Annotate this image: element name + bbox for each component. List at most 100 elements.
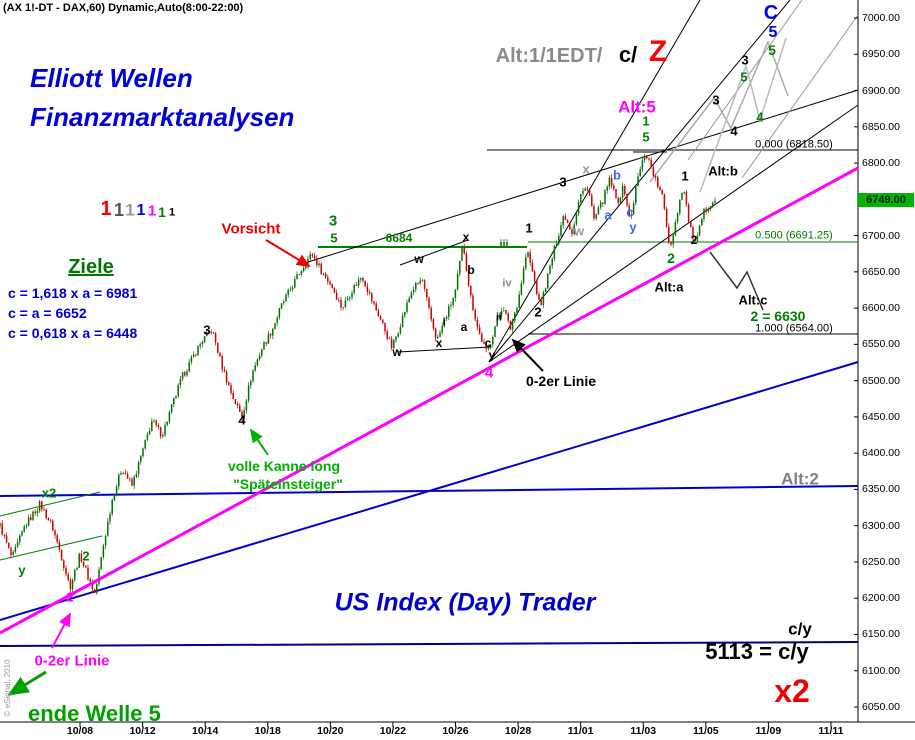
candle-body <box>23 526 25 532</box>
candle-body <box>584 188 586 191</box>
candle-body <box>115 486 118 496</box>
candle-body <box>228 382 230 386</box>
candle-body <box>131 479 133 486</box>
line-green-channel-b <box>0 535 103 561</box>
candle-body <box>217 342 219 353</box>
candle-body <box>558 235 560 244</box>
candle-body <box>14 546 17 552</box>
candle-body <box>395 336 397 341</box>
candle-body <box>643 155 646 160</box>
candle-body <box>617 198 619 204</box>
candle-body <box>291 287 294 290</box>
candle-body <box>210 332 212 334</box>
candle-body <box>102 545 105 558</box>
candle-body <box>333 287 336 293</box>
candle-body <box>685 191 688 205</box>
candle-body <box>498 314 501 318</box>
candle-body <box>285 294 287 302</box>
candle-body <box>701 218 703 226</box>
candle-body <box>311 254 314 256</box>
candle-body <box>687 204 690 222</box>
candle-body <box>487 347 490 349</box>
candle-body <box>580 194 582 202</box>
candle-body <box>280 303 283 309</box>
candle-body <box>536 280 538 295</box>
candle-body <box>16 541 19 547</box>
candle-body <box>419 280 421 284</box>
candle-body <box>560 225 562 236</box>
line-triangle-bottom <box>397 346 491 353</box>
candle-body <box>355 285 358 286</box>
candle-body <box>551 258 553 266</box>
candle-body <box>157 424 160 427</box>
candle-body <box>379 316 382 320</box>
candle-body <box>679 199 681 214</box>
candle-body <box>212 332 215 334</box>
candle-body <box>540 299 542 306</box>
candle-body <box>459 260 461 274</box>
candle-body <box>146 434 149 440</box>
candle-body <box>705 208 707 212</box>
candle-body <box>71 579 74 590</box>
candle-body <box>417 282 419 284</box>
candle-body <box>69 579 72 590</box>
candle-body <box>665 208 668 227</box>
candle-body <box>142 448 144 457</box>
candle-body <box>206 332 208 337</box>
candle-body <box>518 294 520 308</box>
candle-body <box>177 384 179 396</box>
candle-body <box>483 341 485 344</box>
candle-body <box>690 221 692 228</box>
candle-body <box>100 557 102 570</box>
candle-body <box>122 472 124 474</box>
candle-body <box>362 277 364 281</box>
candle-body <box>434 328 437 338</box>
candle-body <box>412 289 415 293</box>
candle-body <box>373 301 375 304</box>
candle-body <box>199 344 201 347</box>
candle-body <box>179 378 182 385</box>
candle-body <box>582 190 584 195</box>
candle-body <box>21 531 23 536</box>
candle-body <box>96 584 98 594</box>
candle-body <box>613 185 615 189</box>
candle-body <box>635 186 637 204</box>
candle-body <box>377 310 380 317</box>
candle-body <box>371 293 373 302</box>
candle-body <box>646 155 648 159</box>
candle-body <box>375 303 377 311</box>
candle-body <box>538 294 540 300</box>
candle-body <box>208 332 210 333</box>
candle-body <box>599 202 602 208</box>
candle-body <box>91 581 94 590</box>
candle-body <box>184 372 186 376</box>
candle-body <box>366 286 369 293</box>
candle-body <box>472 295 474 311</box>
candle-body <box>428 297 430 309</box>
candle-body <box>129 478 131 480</box>
candle-body <box>1 523 3 535</box>
candle-body <box>692 227 694 240</box>
candle-body <box>714 200 716 203</box>
candle-body <box>190 356 193 363</box>
candle-body <box>364 280 366 287</box>
candle-body <box>503 310 505 311</box>
candle-body <box>668 226 670 243</box>
candle-body <box>247 385 250 401</box>
candle-body <box>448 306 450 317</box>
candle-body <box>346 298 349 301</box>
candle-body <box>340 299 342 308</box>
candle-body <box>619 197 622 204</box>
candle-body <box>547 273 549 289</box>
candle-body <box>597 207 600 215</box>
candle-body <box>564 216 567 220</box>
candle-body <box>507 313 509 321</box>
candle-body <box>267 333 270 344</box>
candle-body <box>274 323 276 329</box>
line-triangle-top <box>399 239 469 266</box>
candle-body <box>3 534 6 536</box>
candle-body <box>573 224 575 235</box>
window-title: (AX 1!-DT - DAX,60) Dynamic,Auto(8:00-22… <box>3 2 244 14</box>
candle-body <box>214 332 217 343</box>
